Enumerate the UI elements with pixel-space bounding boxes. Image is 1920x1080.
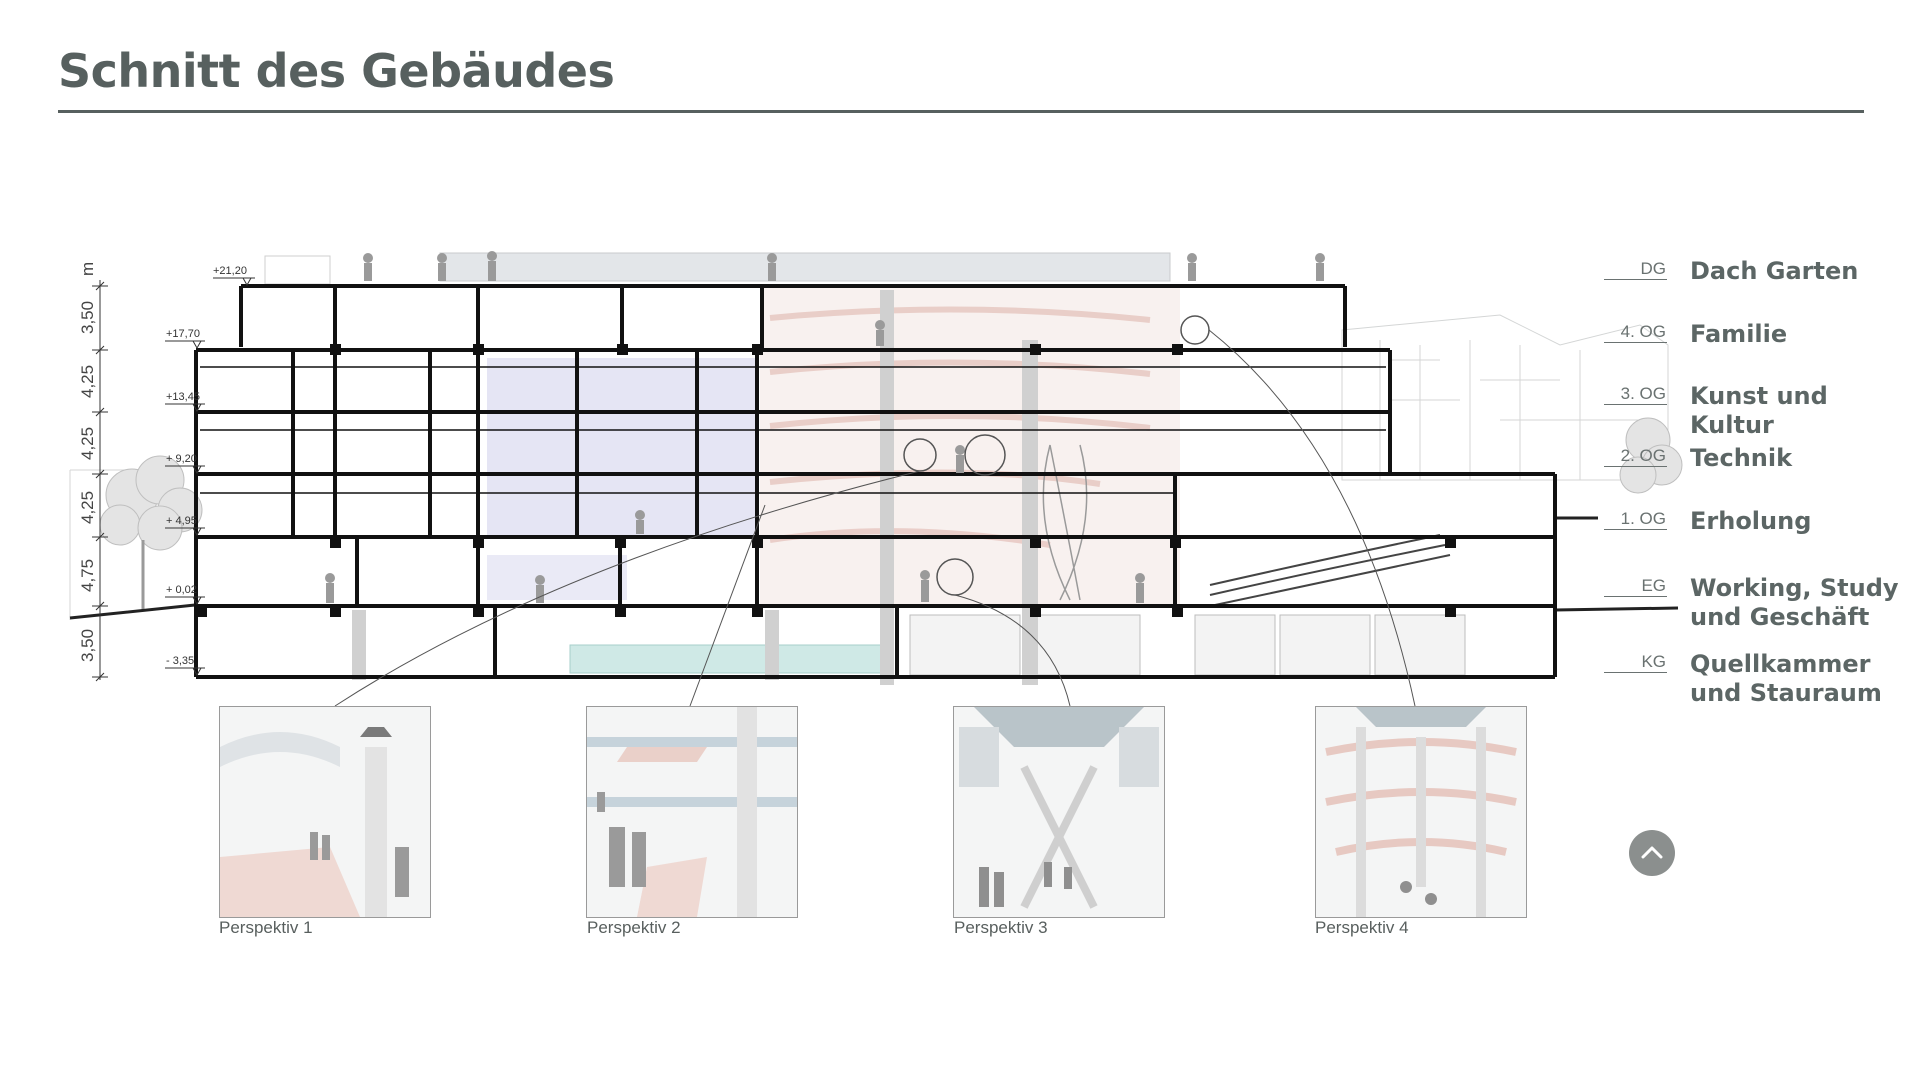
floor-row-2og: 2. OG Technik (1598, 444, 1898, 486)
floor-leader-line (1604, 342, 1667, 343)
people-figures (325, 251, 1325, 603)
floor-code: 1. OG (1620, 509, 1666, 528)
floor-leader-line (1604, 404, 1667, 405)
elevation-label: + 4,95 (166, 515, 197, 527)
perspective-image-4[interactable] (1315, 706, 1527, 918)
floor-row-4og: 4. OG Familie (1598, 320, 1898, 362)
chevron-up-icon (1641, 846, 1663, 859)
title-divider (58, 110, 1864, 113)
floor-name: Working, Study und Geschäft (1690, 574, 1899, 631)
floor-row-kg: KG Quellkammer und Stauraum (1598, 650, 1898, 707)
elevation-label: +21,20 (213, 265, 247, 277)
floor-code: 2. OG (1620, 446, 1666, 465)
floor-leader-line (1604, 529, 1667, 530)
floor-code: EG (1641, 576, 1666, 595)
floor-name: Quellkammer und Stauraum (1690, 650, 1882, 707)
floor-code: KG (1641, 652, 1666, 671)
height-axis (92, 280, 108, 682)
floor-name: Kunst und Kultur (1690, 382, 1828, 439)
elevation-label: + 0,02 (166, 584, 197, 596)
axis-height-label: 4,25 (78, 491, 97, 524)
elevation-label: - 3,35 (166, 655, 194, 667)
perspective-label-4: Perspektiv 4 (1315, 918, 1409, 937)
elevation-label: +13,45 (166, 391, 200, 403)
elevation-label: + 9,20 (166, 453, 197, 465)
floor-name: Erholung (1690, 507, 1812, 535)
axis-unit: m (78, 262, 97, 276)
axis-height-label: 3,50 (78, 629, 97, 662)
floor-row-3og: 3. OG Kunst und Kultur (1598, 382, 1898, 439)
floor-code: 4. OG (1620, 322, 1666, 341)
axis-height-label: 4,75 (78, 559, 97, 592)
structure-outline (194, 284, 1557, 679)
floor-row-eg: EG Working, Study und Geschäft (1598, 574, 1899, 631)
perspective-image-2[interactable] (586, 706, 798, 918)
floor-row-1og: 1. OG Erholung (1598, 507, 1898, 549)
floor-leader-line (1604, 596, 1667, 597)
perspective-image-1[interactable] (219, 706, 431, 918)
perspective-image-3[interactable] (953, 706, 1165, 918)
floor-leader-line (1604, 279, 1667, 280)
elevation-label: +17,70 (166, 328, 200, 340)
floor-row-dg: DG Dach Garten (1598, 257, 1898, 299)
axis-height-label: 4,25 (78, 427, 97, 460)
page-title: Schnitt des Gebäudes (58, 44, 615, 98)
axis-height-label: 4,25 (78, 365, 97, 398)
floor-code: DG (1640, 259, 1667, 278)
floor-leader-line (1604, 672, 1667, 673)
scroll-top-button[interactable] (1629, 830, 1675, 876)
perspective-label-1: Perspektiv 1 (219, 918, 313, 937)
tree-left (99, 455, 203, 610)
floor-name: Technik (1690, 444, 1793, 472)
axis-height-label: 3,50 (78, 301, 97, 334)
floor-leader-line (1604, 466, 1667, 467)
perspective-label-2: Perspektiv 2 (587, 918, 681, 937)
floor-name: Dach Garten (1690, 257, 1859, 285)
floor-name: Familie (1690, 320, 1788, 348)
perspective-label-3: Perspektiv 3 (954, 918, 1048, 937)
floor-code: 3. OG (1620, 384, 1666, 403)
